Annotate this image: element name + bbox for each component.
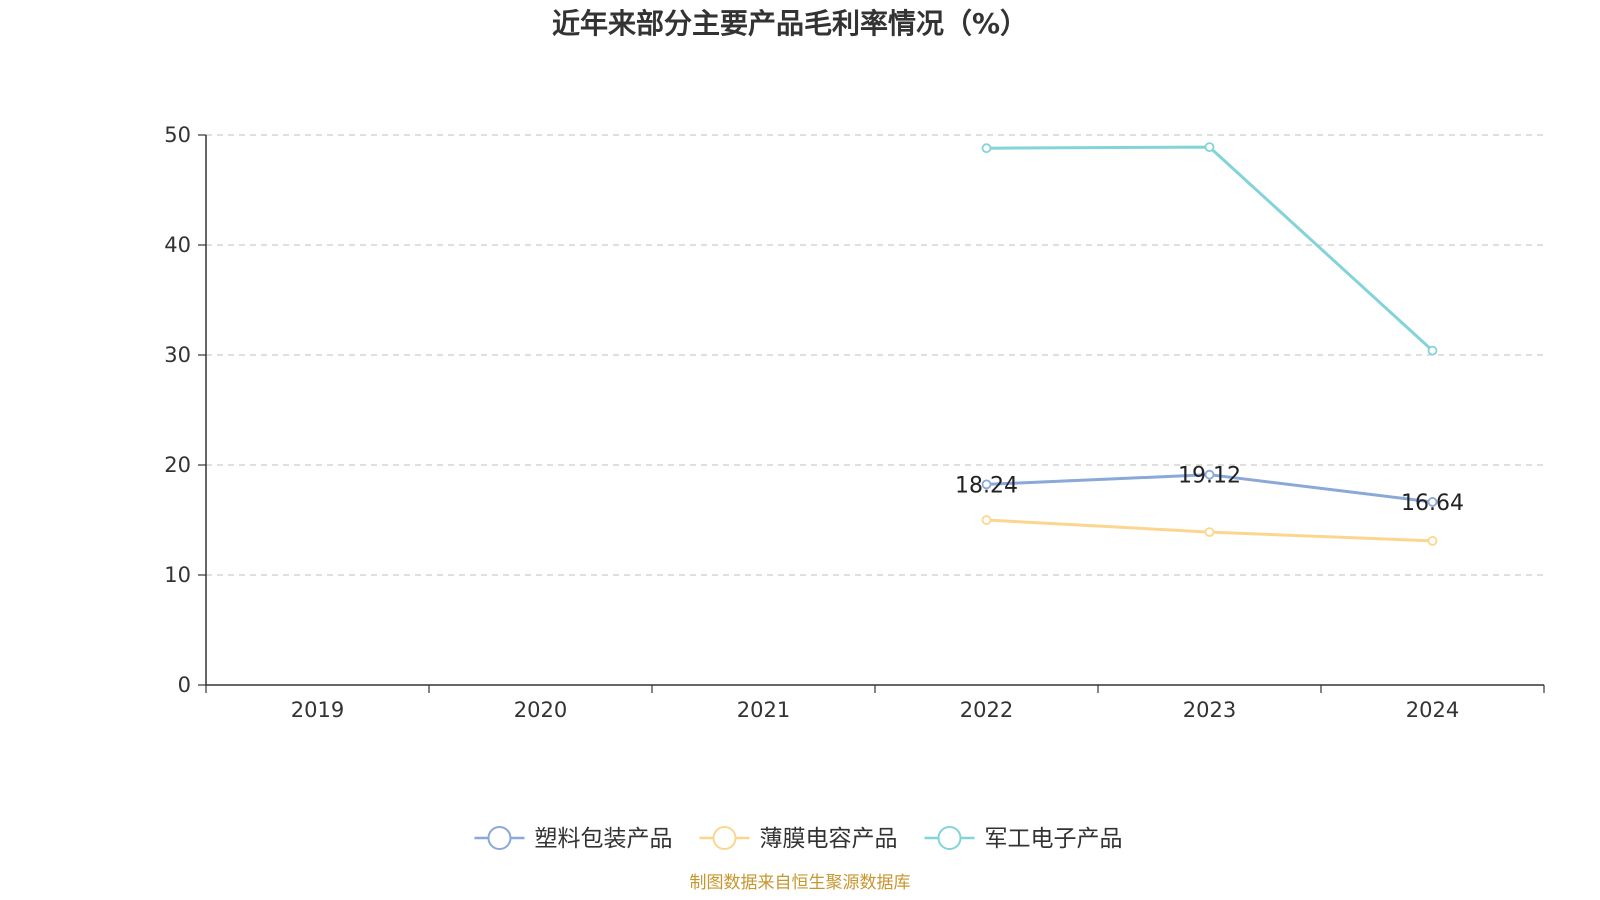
source-note: 制图数据来自恒生聚源数据库 bbox=[690, 873, 911, 893]
series-layer bbox=[981, 142, 1438, 546]
data-label: 19.12 bbox=[1178, 464, 1241, 489]
data-point bbox=[1204, 527, 1215, 537]
x-tick-label: 2022 bbox=[960, 698, 1013, 722]
y-tick-label: 30 bbox=[164, 343, 191, 367]
y-tick-label: 50 bbox=[164, 123, 191, 147]
x-tick-label: 2023 bbox=[1183, 698, 1236, 722]
data-point bbox=[1427, 345, 1438, 356]
data-point bbox=[1427, 497, 1438, 507]
data-label: 16.64 bbox=[1401, 491, 1464, 516]
legend-label: 薄膜电容产品 bbox=[760, 826, 898, 852]
x-tick-label: 2019 bbox=[291, 698, 344, 722]
legend-label: 塑料包装产品 bbox=[535, 826, 673, 852]
x-tick-label: 2021 bbox=[737, 698, 790, 722]
legend-marker bbox=[487, 826, 512, 850]
y-tick-label: 40 bbox=[164, 233, 191, 257]
y-tick-label: 0 bbox=[178, 673, 191, 697]
data-point bbox=[1204, 469, 1215, 480]
data-point bbox=[1427, 536, 1438, 546]
series-line-2 bbox=[986, 145, 1434, 352]
data-point bbox=[981, 143, 992, 154]
legend-label: 军工电子产品 bbox=[985, 826, 1123, 852]
y-tick-label: 10 bbox=[164, 563, 191, 587]
legend-marker bbox=[712, 826, 737, 850]
legend-marker bbox=[937, 826, 962, 850]
data-point bbox=[981, 515, 992, 525]
data-labels: 18.24 19.12 16.64 bbox=[955, 464, 1464, 516]
legend: 塑料包装产品 薄膜电容产品 军工电子产品 bbox=[474, 826, 1123, 852]
grid-lines bbox=[206, 134, 1544, 576]
data-point bbox=[981, 479, 992, 490]
x-tick-label: 2020 bbox=[514, 698, 567, 722]
data-point bbox=[1204, 142, 1215, 153]
y-tick-label: 20 bbox=[164, 453, 191, 477]
data-label: 18.24 bbox=[955, 473, 1018, 498]
x-tick-label: 2024 bbox=[1406, 698, 1459, 722]
chart-title: 近年来部分主要产品毛利率情况（%） bbox=[552, 7, 1028, 40]
axes: 0 10 20 30 40 50 2019 2020 2021 2022 2023 2024 bbox=[164, 123, 1545, 722]
